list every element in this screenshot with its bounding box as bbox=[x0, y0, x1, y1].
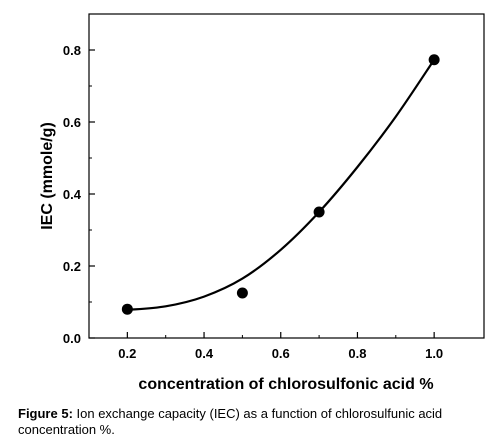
y-tick-label: 0.8 bbox=[63, 43, 81, 58]
caption-text: Ion exchange capacity (IEC) as a functio… bbox=[18, 406, 443, 437]
axis-tick-labels: 0.2 0.4 0.6 0.8 1.0 0.0 0.2 0.4 0.6 0.8 bbox=[63, 43, 443, 361]
data-point bbox=[313, 206, 325, 218]
plot-frame bbox=[88, 13, 485, 339]
x-tick-label: 0.4 bbox=[195, 346, 214, 361]
chart: 0.2 0.4 0.6 0.8 1.0 0.0 0.2 0.4 0.6 0.8 IEC (mmol… bbox=[39, 13, 485, 393]
x-tick-label: 0.2 bbox=[118, 346, 136, 361]
figure-caption: Figure 5: Ion exchange capacity (IEC) as… bbox=[18, 406, 500, 438]
y-tick-label: 0.6 bbox=[63, 115, 81, 130]
x-tick-label: 0.6 bbox=[272, 346, 290, 361]
axis-ticks bbox=[89, 13, 435, 339]
x-tick-label: 1.0 bbox=[425, 346, 443, 361]
y-axis-title: IEC (mmole/g) bbox=[39, 122, 56, 230]
y-tick-label: 0.4 bbox=[63, 187, 82, 202]
caption-label: Figure 5: bbox=[18, 406, 73, 421]
data-point bbox=[428, 54, 440, 66]
y-tick-label: 0.2 bbox=[63, 259, 81, 274]
x-tick-label: 0.8 bbox=[348, 346, 366, 361]
data-point bbox=[236, 287, 248, 299]
data-point bbox=[121, 303, 133, 315]
data-points bbox=[121, 54, 440, 315]
x-axis-title: concentration of chlorosulfonic acid % bbox=[138, 376, 433, 393]
fit-curve bbox=[127, 59, 436, 312]
y-tick-label: 0.0 bbox=[63, 331, 81, 346]
